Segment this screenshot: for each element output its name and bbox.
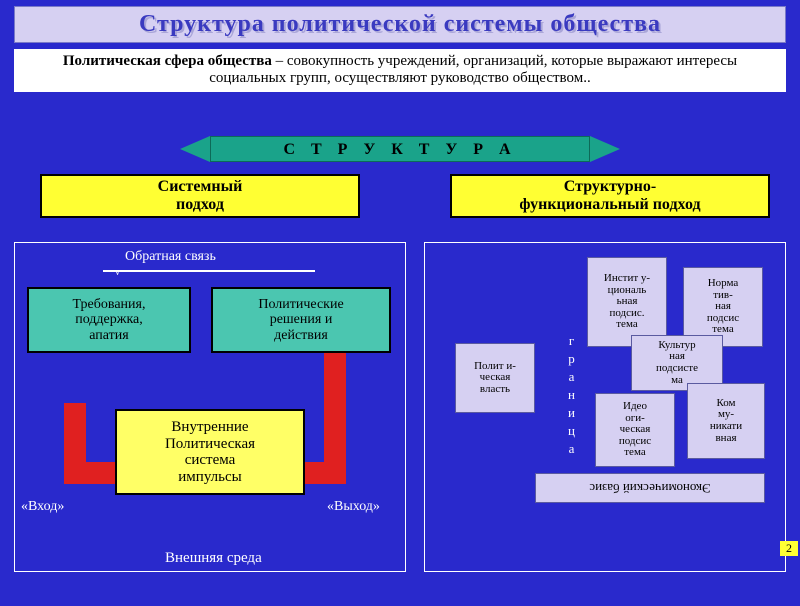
definition-rest: – совокупность учреждений, организаций, … xyxy=(209,53,737,86)
economic-base-strip: Экономический базис xyxy=(535,473,765,503)
input-label: «Вход» xyxy=(21,499,64,515)
hex-political-power: Полит и- ческая власть xyxy=(455,343,535,413)
structure-arrowhead-left xyxy=(180,136,210,162)
output-label: «Выход» xyxy=(327,499,380,515)
hex-institutional: Инстит у- циональ ьная подсис. тема xyxy=(587,257,667,347)
environment-label: Внешняя среда xyxy=(165,550,262,567)
box-internal-text: Внутренние Политическая система импульсы xyxy=(165,419,255,485)
definition-box: Политическая сфера общества – совокупнос… xyxy=(14,49,786,92)
box-demands: Требования, поддержка, апатия xyxy=(27,287,191,353)
boundary-label: граница xyxy=(563,333,579,459)
hex-ideological: Идео оги- ческая подсис тема xyxy=(595,393,675,467)
approach-systemic: Системный подход xyxy=(40,174,360,218)
box-decisions-text: Политические решения и действия xyxy=(258,297,343,343)
left-panel: Обратная связь v Требования, поддержка, … xyxy=(14,242,406,572)
hex-power-text: Полит и- ческая власть xyxy=(474,361,516,396)
approach-structural-functional: Структурно- функциональный подход xyxy=(450,174,770,218)
page-title: Структура политической системы общества xyxy=(14,6,786,43)
page-number: 2 xyxy=(780,541,798,556)
economic-base-text: Экономический базис xyxy=(589,480,710,496)
box-demands-text: Требования, поддержка, апатия xyxy=(73,297,146,343)
approach-systemic-label: Системный подход xyxy=(158,178,243,213)
hex-communicative: Ком му- никати вная xyxy=(687,383,765,459)
hex-institutional-text: Инстит у- циональ ьная подсис. тема xyxy=(604,273,650,331)
title-text: Структура политической системы общества xyxy=(139,11,661,37)
box-decisions: Политические решения и действия xyxy=(211,287,391,353)
right-panel: граница Полит и- ческая власть Инстит у-… xyxy=(424,242,786,572)
hex-normative-text: Норма тив- ная подсис тема xyxy=(707,278,739,336)
approach-structural-label: Структурно- функциональный подход xyxy=(519,178,700,213)
structure-arrowhead-right xyxy=(590,136,620,162)
hex-cultural-text: Культур ная подсисте ма xyxy=(656,340,698,386)
hex-ideological-text: Идео оги- ческая подсис тема xyxy=(619,401,651,459)
definition-bold: Политическая сфера общества xyxy=(63,53,272,69)
hex-communicative-text: Ком му- никати вная xyxy=(710,398,742,444)
structure-label: С Т Р У К Т У Р А xyxy=(210,136,590,162)
box-internal-system: Внутренние Политическая система импульсы xyxy=(115,409,305,495)
